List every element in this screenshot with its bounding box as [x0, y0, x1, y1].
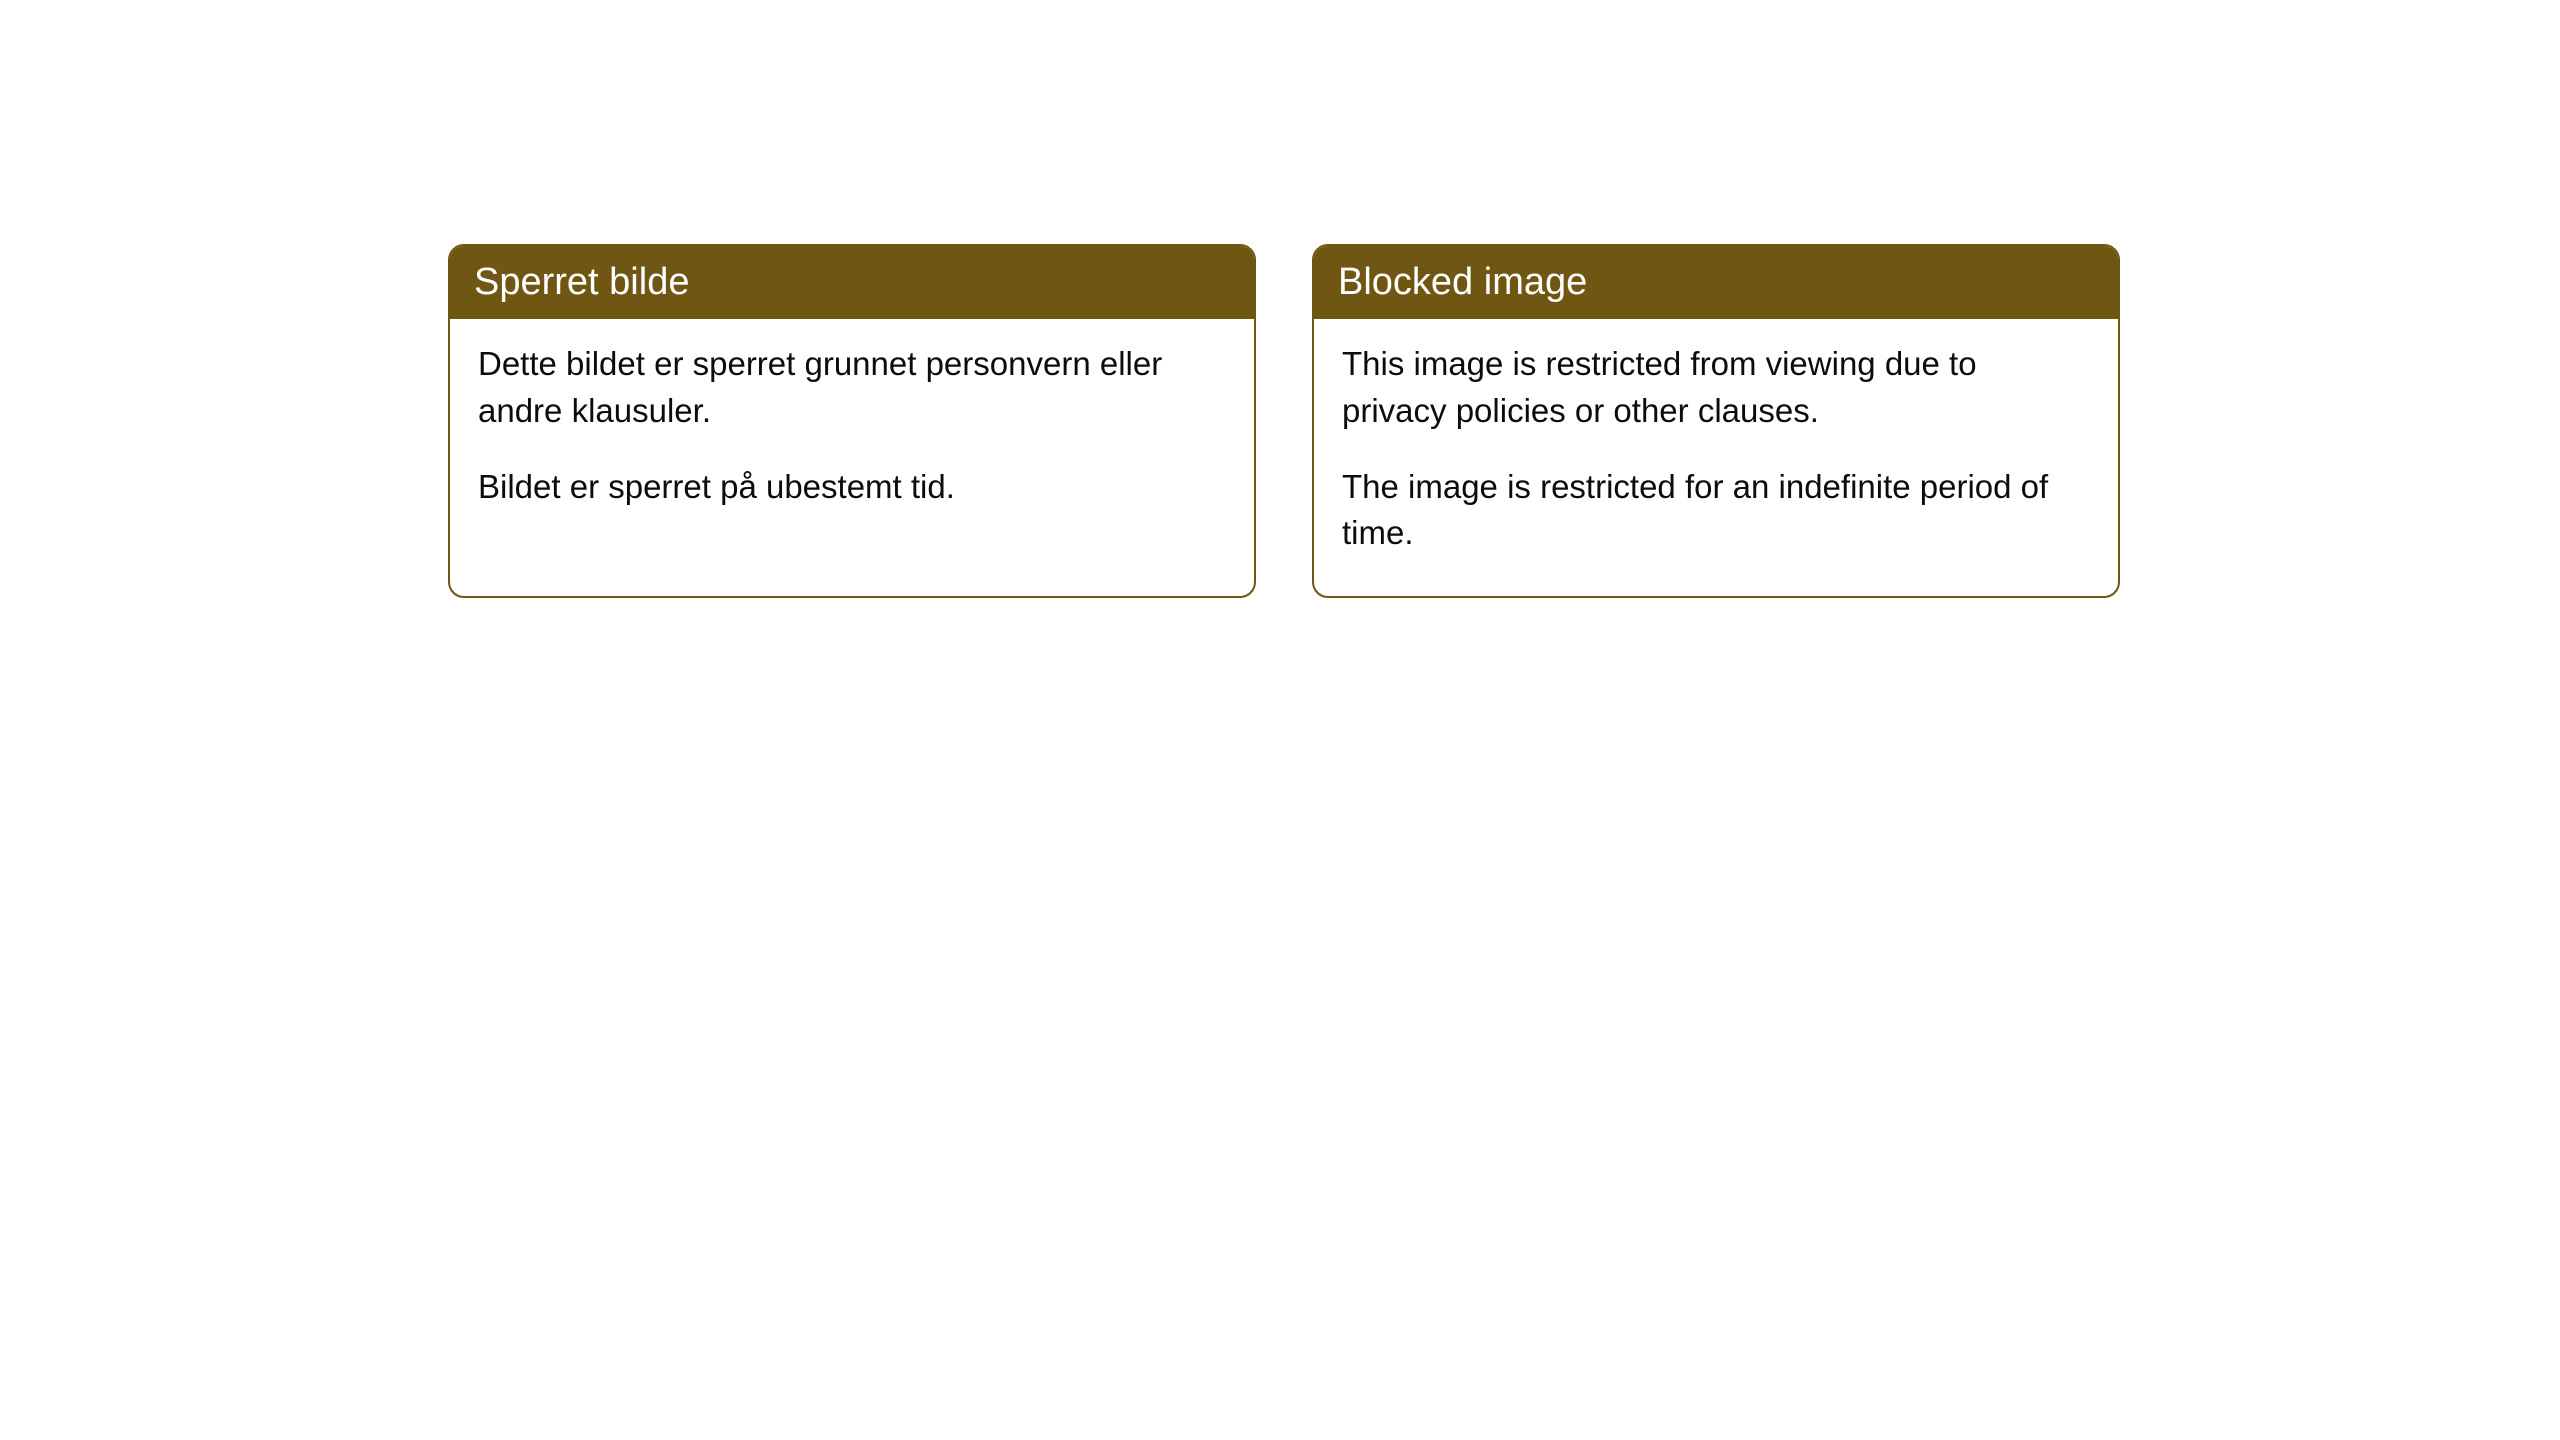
notice-card-english: Blocked image This image is restricted f… — [1312, 244, 2120, 598]
notice-cards-container: Sperret bilde Dette bildet er sperret gr… — [448, 244, 2120, 598]
card-header: Blocked image — [1314, 246, 2118, 319]
notice-paragraph: This image is restricted from viewing du… — [1342, 341, 2090, 433]
card-header: Sperret bilde — [450, 246, 1254, 319]
notice-card-norwegian: Sperret bilde Dette bildet er sperret gr… — [448, 244, 1256, 598]
notice-paragraph: Dette bildet er sperret grunnet personve… — [478, 341, 1226, 433]
notice-paragraph: Bildet er sperret på ubestemt tid. — [478, 464, 1226, 510]
card-body: Dette bildet er sperret grunnet personve… — [450, 319, 1254, 550]
card-body: This image is restricted from viewing du… — [1314, 319, 2118, 596]
notice-paragraph: The image is restricted for an indefinit… — [1342, 464, 2090, 556]
